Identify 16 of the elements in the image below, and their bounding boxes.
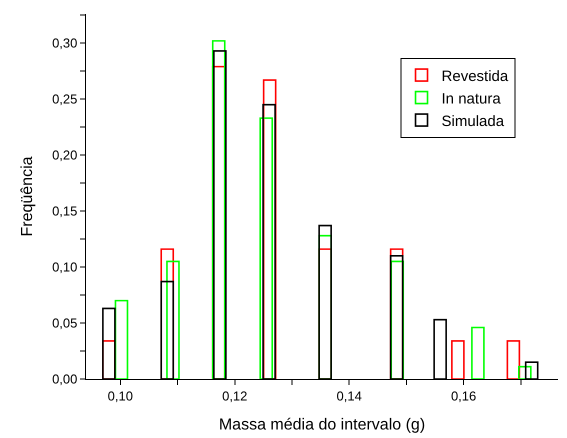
y-tick-label: 0,20	[52, 148, 78, 163]
y-tick-label: 0,25	[52, 92, 78, 107]
x-tick-label: 0,10	[108, 388, 133, 404]
x-tick-label: 0,16	[450, 388, 476, 404]
y-axis-title: Freqüência	[18, 156, 36, 237]
x-tick-label: 0,14	[336, 388, 362, 404]
y-tick-label: 0,15	[52, 204, 78, 219]
x-axis-title: Massa média do intervalo (g)	[218, 416, 426, 434]
x-tick-label: 0,12	[222, 388, 248, 404]
y-tick-label: 0,05	[52, 316, 78, 331]
legend-label: Revestida	[442, 68, 509, 85]
y-tick-label: 0,30	[52, 36, 78, 51]
y-tick-label: 0,10	[52, 260, 78, 275]
legend-label: In natura	[442, 90, 502, 108]
legend-label: Simulada	[442, 112, 505, 130]
y-tick-label: 0,00	[52, 372, 78, 387]
